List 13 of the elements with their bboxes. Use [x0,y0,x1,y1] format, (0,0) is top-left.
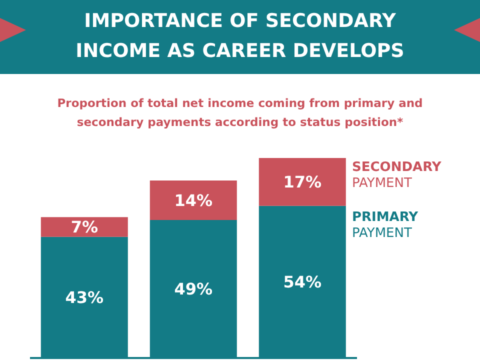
series-label: PRIMARY PAYMENT [352,210,420,242]
data-label: 14% [174,190,213,210]
data-label: 49% [174,280,213,299]
data-label: 7% [70,218,98,237]
data-label: 43% [65,288,104,308]
series-label: SECONDARY PAYMENT [352,160,442,192]
bar [150,180,237,220]
bar [40,217,128,237]
chart-title: IMPORTANCE OF SECONDARY INCOME AS CAREER DEVELOPS [74,9,406,64]
data-label: 17% [283,172,322,192]
data-label: 54% [283,272,322,292]
chart-subtitle: Proportion of total net income coming from primary and secondary payments according to status position* [56,95,424,131]
bar [258,158,346,206]
